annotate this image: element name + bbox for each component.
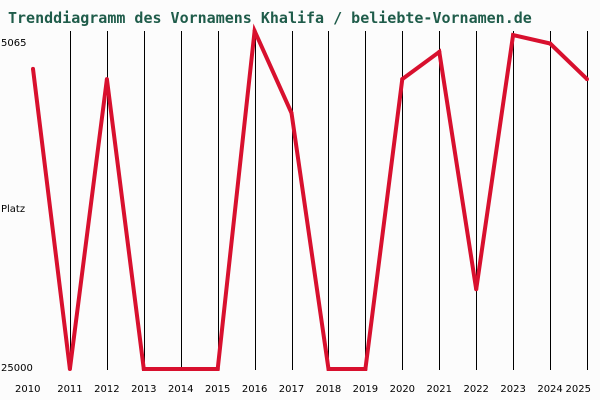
data-point-2018 [326, 367, 331, 371]
data-point-2010 [31, 66, 35, 71]
series-layer [31, 23, 589, 371]
x-tick-label-2015: 2015 [205, 384, 230, 395]
x-tick-label-2012: 2012 [94, 384, 119, 395]
x-tick-label-2018: 2018 [316, 384, 341, 395]
x-tick-label-2014: 2014 [168, 384, 193, 395]
data-point-2024 [548, 41, 553, 46]
x-tick-label-2013: 2013 [131, 384, 156, 395]
x-tick-label-2023: 2023 [500, 384, 525, 395]
data-point-2021 [437, 49, 442, 54]
chart-title: Trenddiagramm des Vornamens Khalifa / be… [8, 9, 532, 27]
y-axis-label: Platz [1, 204, 25, 215]
data-point-2022 [474, 287, 479, 292]
x-tick-label-2021: 2021 [427, 384, 452, 395]
x-tick-label-2017: 2017 [279, 384, 304, 395]
x-tick-label-2011: 2011 [57, 384, 82, 395]
x-tick-label-2020: 2020 [390, 384, 415, 395]
data-point-2013 [141, 367, 146, 371]
data-point-2017 [289, 111, 294, 115]
data-point-2016 [252, 29, 257, 33]
x-tick-label-2024: 2024 [537, 384, 562, 395]
x-tick-label-2010: 2010 [15, 384, 40, 395]
y-axis-top-label: 5065 [1, 38, 26, 49]
data-point-2025 [585, 77, 589, 82]
y-axis-bottom-label: 25000 [1, 363, 33, 374]
data-point-2019 [363, 367, 368, 371]
data-point-2011 [67, 367, 72, 371]
data-point-2014 [178, 367, 183, 371]
vertical-grid-lines [70, 31, 588, 370]
x-tick-label-2016: 2016 [242, 384, 267, 395]
data-point-2023 [511, 33, 516, 37]
series-line-0 [31, 23, 589, 371]
x-tick-label-2019: 2019 [353, 384, 378, 395]
x-tick-label-2022: 2022 [463, 384, 488, 395]
data-point-2015 [215, 367, 220, 371]
data-point-2020 [400, 77, 405, 82]
x-tick-label-2025: 2025 [566, 384, 591, 395]
data-point-2012 [104, 77, 109, 82]
x-axis-tick-labels: 2010 2011 2012 2013 2014 2015 2016 2017 2018 2019… [15, 384, 591, 395]
